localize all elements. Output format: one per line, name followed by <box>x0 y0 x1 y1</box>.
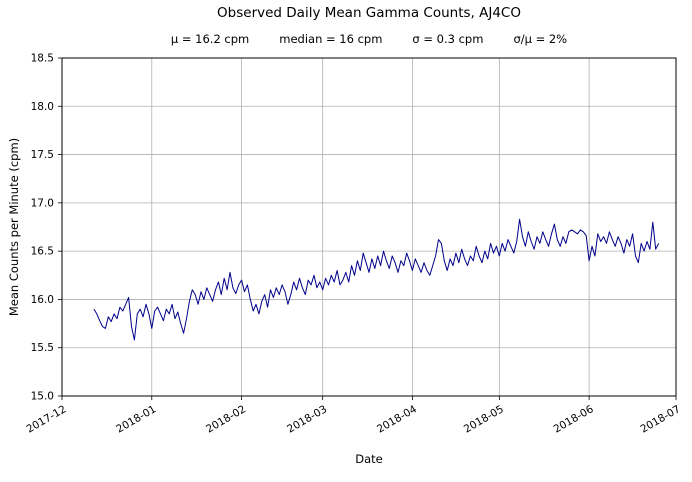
x-tick-label: 2018-01 <box>114 403 158 435</box>
stats-line: μ = 16.2 cpm median = 16 cpm σ = 0.3 cpm… <box>62 32 676 46</box>
stat-mu: μ = 16.2 cpm <box>170 32 250 46</box>
data-line-daily-mean <box>93 218 660 341</box>
stat-ratio: σ/μ = 2% <box>513 32 568 46</box>
y-tick-label: 18.5 <box>31 53 54 65</box>
y-tick-label: 16.5 <box>31 246 54 258</box>
axes-frame <box>61 57 677 397</box>
x-axis-label: Date <box>355 452 383 466</box>
x-tick-label: 2018-06 <box>552 403 596 435</box>
x-tick-label: 2018-05 <box>462 403 506 435</box>
stat-median: median = 16 cpm <box>279 32 383 46</box>
y-tick-label: 15.0 <box>31 391 54 403</box>
stat-sigma: σ = 0.3 cpm <box>412 32 484 46</box>
y-tick-label: 17.5 <box>31 149 54 161</box>
y-tick-label: 15.5 <box>31 342 54 354</box>
y-tick-label: 16.0 <box>31 294 54 306</box>
y-tick-label: 17.0 <box>31 197 54 209</box>
y-tick-label: 18.0 <box>31 101 54 113</box>
x-tick-label: 2018-07 <box>639 403 683 435</box>
chart-title: Observed Daily Mean Gamma Counts, AJ4CO <box>217 5 521 21</box>
x-tick-label: 2018-04 <box>375 403 419 435</box>
x-tick-label: 2017-12 <box>25 403 69 435</box>
x-tick-label: 2018-03 <box>285 403 329 435</box>
x-tick-label: 2018-02 <box>204 403 248 435</box>
